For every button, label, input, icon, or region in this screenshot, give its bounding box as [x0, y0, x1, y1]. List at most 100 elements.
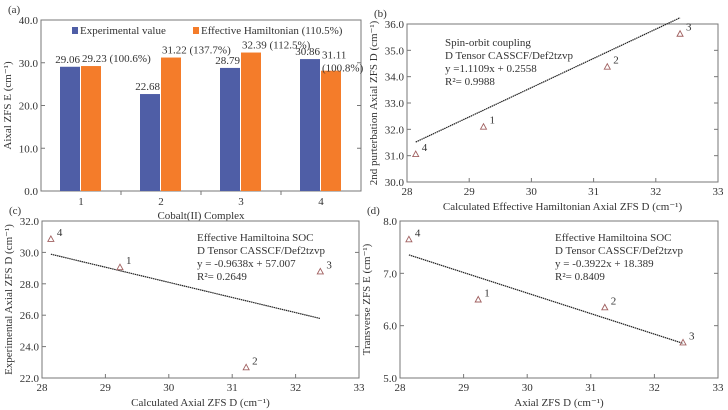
x-tick-label: 28 [37, 382, 49, 394]
y-tick-label: 26.0 [20, 310, 40, 322]
data-label: 31.22 (137.7%) [162, 45, 231, 57]
x-tick-label: 30 [163, 382, 175, 394]
point-label: 1 [484, 288, 490, 300]
plot-frame [399, 220, 719, 379]
fit-annotation: y = -0.9638x + 57.007 [197, 258, 296, 270]
y-tick-label: 31.0 [385, 151, 405, 163]
data-label: 31.11 [322, 50, 346, 62]
fit-annotation: y =1.1109x + 0.2558 [445, 63, 537, 75]
bar-experimental [220, 67, 240, 191]
fit-annotation: R²= 0.8409 [555, 271, 605, 283]
point-label: 4 [422, 142, 428, 154]
fit-annotation: y = -0.3922x + 18.389 [555, 258, 654, 270]
y-axis-label: Experimental Axial ZFS D (cm⁻¹) [3, 224, 15, 375]
panel-label: (a) [8, 4, 21, 16]
data-point-triangle [479, 122, 488, 130]
x-axis-label: Calculated Effective Hamiltonian Axial Z… [443, 201, 683, 213]
data-point-triangle [316, 267, 325, 275]
data-point-triangle [603, 62, 612, 70]
fit-annotation: R²= 0.2649 [197, 271, 247, 283]
y-tick-label: 34.0 [385, 72, 405, 84]
data-label: 22.68 [135, 81, 160, 93]
data-point-triangle [679, 338, 687, 346]
y-tick-label: 35.0 [385, 45, 405, 57]
data-point-triangle [47, 234, 55, 242]
y-tick-label: 22.0 [20, 373, 40, 385]
bar-experimental [300, 59, 320, 191]
point-label: 3 [686, 22, 692, 34]
data-point-triangle [405, 235, 413, 243]
data-point-triangle [242, 363, 250, 371]
fit-annotation: D Tensor CASSCF/Def2tzvp [197, 245, 325, 257]
data-point-triangle [676, 29, 684, 37]
x-axis-label: Cobalt(II) Complex [157, 210, 245, 222]
y-tick-label: 30.0 [20, 247, 40, 259]
legend-swatch [193, 27, 199, 34]
data-label: 29.06 [55, 54, 80, 66]
fit-annotation: R²= 0.9988 [445, 76, 495, 88]
bar-experimental [60, 66, 80, 191]
point-label: 2 [611, 295, 617, 307]
y-tick-label: 24.0 [20, 342, 40, 354]
x-tick-label: 2 [158, 196, 164, 208]
x-tick-label: 29 [100, 382, 112, 394]
x-axis-label: Axial ZFS D (cm⁻¹) [514, 397, 604, 409]
x-tick-label: 30 [526, 186, 538, 198]
y-tick-label: 5.0 [383, 373, 397, 385]
data-label: 29.23 (100.6%) [82, 53, 151, 65]
x-tick-label: 28 [402, 186, 414, 198]
x-tick-label: 31 [588, 186, 599, 198]
point-label: 3 [326, 259, 332, 271]
y-tick-label: 36.0 [385, 19, 405, 31]
data-point-triangle [601, 303, 609, 311]
legend-label: Experimental value [80, 25, 166, 37]
trendline [415, 17, 681, 143]
y-tick-label: 8.0 [383, 216, 397, 228]
x-tick-label: 33 [713, 382, 725, 394]
bar-effective [161, 57, 181, 191]
point-label: 2 [252, 355, 258, 367]
data-label: 30.86 [295, 46, 320, 58]
x-tick-label: 33 [713, 186, 725, 198]
bar-effective [241, 52, 261, 192]
x-axis-label: Calculated Axial ZFS D (cm⁻¹) [131, 397, 270, 409]
point-label: 4 [57, 227, 63, 239]
y-axis-label: Transverse ZFS E (cm⁻¹) [361, 243, 373, 355]
x-tick-label: 31 [227, 382, 238, 394]
legend-swatch [72, 27, 78, 34]
y-tick-label: 0.0 [24, 186, 38, 198]
x-tick-label: 32 [290, 382, 301, 394]
y-tick-label: 40.0 [19, 15, 39, 27]
y-axis-label: Aixal ZFS E (cm⁻¹) [2, 61, 14, 150]
x-tick-label: 4 [318, 196, 324, 208]
fit-annotation: Spin-orbit coupling [445, 37, 531, 49]
x-tick-label: 30 [522, 382, 534, 394]
x-tick-label: 31 [585, 382, 596, 394]
y-tick-label: 28.0 [20, 279, 40, 291]
bar-experimental [140, 94, 160, 191]
x-tick-label: 28 [395, 382, 407, 394]
data-point-triangle [116, 263, 124, 271]
y-tick-label: 32.0 [20, 216, 40, 228]
bar-effective [81, 66, 101, 191]
y-tick-label: 20.0 [19, 101, 39, 113]
legend-label: Effective Hamiltonian (110.5%) [201, 25, 343, 37]
fit-annotation: Effective Hamiltoina SOC [197, 232, 314, 244]
x-tick-label: 29 [458, 382, 470, 394]
trendline [408, 254, 684, 344]
data-label-pct: (100.8%) [322, 63, 364, 75]
y-tick-label: 30.0 [385, 177, 405, 189]
fit-annotation: D Tensor CASSCF/Def2tzvp [555, 245, 683, 257]
fit-annotation: Effective Hamiltoina SOC [555, 232, 672, 244]
x-tick-label: 32 [649, 382, 660, 394]
data-label: 32.39 (112.5%) [242, 40, 311, 52]
x-tick-label: 1 [78, 196, 84, 208]
y-tick-label: 10.0 [19, 143, 39, 155]
data-point-triangle [474, 295, 482, 303]
panel-label: (c) [9, 205, 22, 217]
x-tick-label: 32 [650, 186, 661, 198]
point-label: 4 [415, 227, 421, 239]
point-label: 2 [613, 55, 619, 67]
